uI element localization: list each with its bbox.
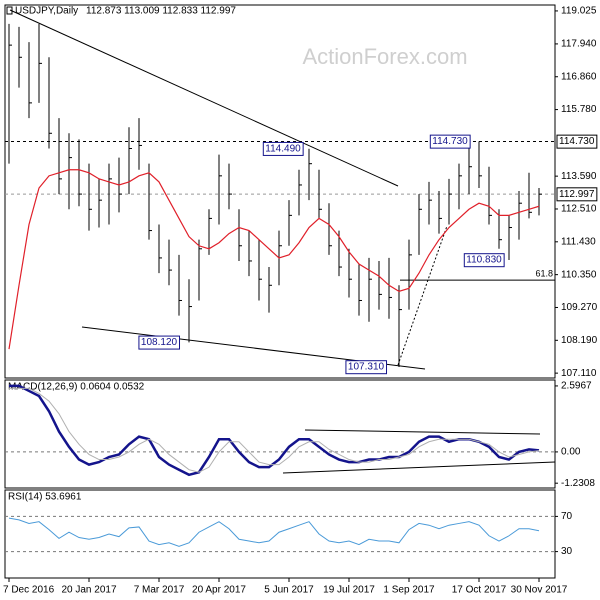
y-tick-label: 111.430	[561, 236, 596, 247]
macd-title: MACD(12,26,9) 0.0604 0.0532	[8, 382, 145, 393]
moving-average	[8, 169, 540, 350]
label-box	[138, 335, 181, 350]
y-tick-label: 112.510	[561, 204, 597, 215]
y-tick-label: 109.270	[561, 302, 598, 313]
x-tick-label: 20 Apr 2017	[192, 585, 246, 596]
rsi-title: RSI(14) 53.6961	[8, 492, 82, 503]
x-tick-label: 17 Oct 2017	[452, 585, 507, 596]
y-tick-label: 0.00	[561, 447, 581, 458]
watermark: ActionForex.com	[302, 44, 467, 69]
annotation: 108.120	[141, 337, 178, 348]
y-tick-label: 113.590	[561, 171, 597, 182]
label-box	[262, 141, 304, 156]
x-tick-label: 20 Jan 2017	[61, 585, 116, 596]
y-tick-label: 115.780	[561, 104, 597, 115]
indicator-line	[9, 387, 540, 473]
annotation: 114.490	[265, 143, 301, 154]
y-tick-label: 119.025	[561, 6, 597, 17]
trendline	[282, 461, 556, 474]
x-tick-label: 5 Jun 2017	[264, 585, 314, 596]
label-box	[463, 253, 505, 268]
trendline	[304, 429, 541, 435]
indicator-line	[9, 384, 540, 477]
rsi-panel	[4, 489, 556, 579]
y-tick-label: 107.110	[561, 368, 597, 379]
y-tick-label: 110.350	[561, 269, 597, 280]
x-tick-label: 30 Nov 2017	[511, 585, 568, 596]
macd-panel	[4, 379, 556, 489]
annotation: 110.830	[466, 255, 502, 266]
chart-title: USDJPY,Daily	[15, 6, 78, 17]
y-tick-label: 108.190	[561, 335, 598, 346]
y-tick-label: -1.2308	[561, 478, 595, 489]
trendline	[397, 225, 448, 366]
annotation: 114.730	[432, 136, 468, 147]
label-box	[345, 360, 388, 375]
y-tick-label: 70	[561, 511, 573, 522]
fib-label: 61.8	[535, 268, 553, 278]
y-tick-label: 117.940	[561, 39, 597, 50]
label-box	[556, 187, 598, 202]
y-tick-label: 2.5967	[561, 381, 592, 392]
quote: 112.873 113.009 112.833 112.997	[86, 6, 236, 17]
x-tick-label: 7 Dec 2016	[3, 585, 55, 596]
y-tick-label: 30	[561, 546, 573, 557]
x-tick-label: 19 Jul 2017	[323, 585, 375, 596]
price-label: 112.997	[559, 189, 595, 200]
annotation: 107.310	[348, 362, 385, 373]
x-tick-label: 7 Mar 2017	[134, 585, 185, 596]
indicator-line	[8, 517, 540, 547]
label-box	[429, 134, 471, 149]
trendline	[9, 9, 399, 187]
label-box	[556, 134, 598, 149]
y-tick-label: 116.860	[561, 71, 597, 82]
price-panel	[4, 4, 556, 379]
x-tick-label: 1 Sep 2017	[383, 585, 435, 596]
price-label: 114.730	[559, 136, 595, 147]
